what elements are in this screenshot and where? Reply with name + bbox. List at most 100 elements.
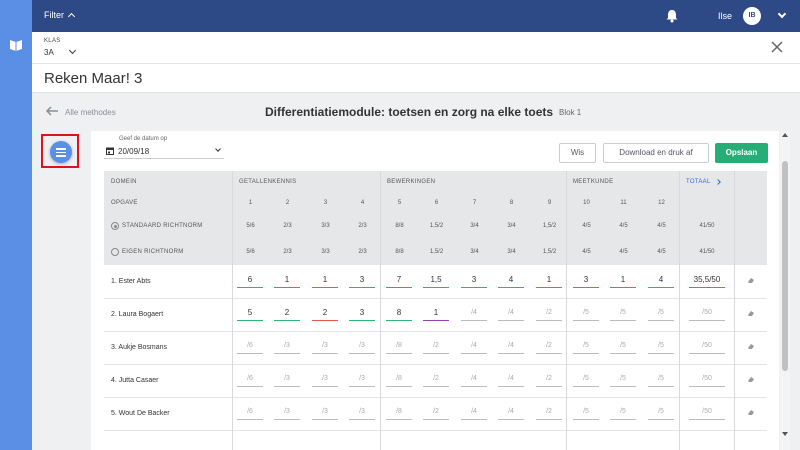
- score-input[interactable]: /3: [312, 373, 338, 387]
- score-input[interactable]: /4: [498, 340, 524, 354]
- scroll-thumb[interactable]: [782, 161, 788, 371]
- score-input[interactable]: 1: [274, 274, 300, 288]
- score-input[interactable]: /2: [423, 340, 449, 354]
- score-input[interactable]: /8: [386, 406, 412, 420]
- score-input[interactable]: 5: [237, 307, 263, 321]
- score-input[interactable]: 1: [536, 274, 562, 288]
- eraser-icon[interactable]: [747, 376, 755, 383]
- score-input[interactable]: /5: [573, 307, 599, 321]
- score-input[interactable]: 3: [349, 307, 375, 321]
- standaard-norm-value: 3/4: [507, 223, 516, 229]
- book-icon[interactable]: [9, 40, 23, 52]
- chevron-down-icon[interactable]: [68, 46, 77, 55]
- scroll-down-arrow[interactable]: [782, 432, 788, 436]
- score-input[interactable]: /4: [498, 307, 524, 321]
- score-input[interactable]: /5: [648, 307, 674, 321]
- score-input[interactable]: 1: [610, 274, 636, 288]
- score-input[interactable]: /5: [610, 406, 636, 420]
- eigen-norm-total: 41/50: [699, 249, 715, 255]
- score-input[interactable]: /6: [237, 373, 263, 387]
- domain-bewerkingen: BEWERKINGEN: [387, 178, 436, 185]
- score-input[interactable]: /4: [461, 406, 487, 420]
- clear-button[interactable]: Wis: [559, 143, 596, 163]
- back-link[interactable]: Alle methodes: [65, 108, 116, 117]
- eraser-icon[interactable]: [747, 409, 755, 416]
- score-input[interactable]: 3: [573, 274, 599, 288]
- score-input[interactable]: /3: [312, 406, 338, 420]
- total-score: /50: [689, 307, 725, 321]
- download-print-button[interactable]: Download en druk af: [603, 143, 709, 163]
- score-input[interactable]: 1: [423, 307, 449, 321]
- score-input[interactable]: /5: [648, 406, 674, 420]
- avatar[interactable]: IB: [743, 7, 761, 25]
- score-input[interactable]: /6: [237, 340, 263, 354]
- score-input[interactable]: /5: [573, 373, 599, 387]
- filter-toggle[interactable]: Filter: [44, 10, 76, 21]
- opgave-number: 8: [509, 199, 514, 206]
- eraser-icon[interactable]: [747, 343, 755, 350]
- menu-button[interactable]: [50, 141, 72, 163]
- score-input[interactable]: 3: [461, 274, 487, 288]
- score-input[interactable]: 4: [648, 274, 674, 288]
- score-input[interactable]: /5: [573, 406, 599, 420]
- totaal-label: TOTAAL: [686, 178, 711, 185]
- score-input[interactable]: 6: [237, 274, 263, 288]
- save-button[interactable]: Opslaan: [715, 143, 768, 163]
- score-input[interactable]: /2: [536, 307, 562, 321]
- score-input[interactable]: 3: [349, 274, 375, 288]
- arrow-left-icon[interactable]: [45, 106, 59, 116]
- close-icon[interactable]: [770, 40, 784, 54]
- score-input[interactable]: /4: [498, 406, 524, 420]
- opgave-number: 10: [583, 199, 590, 206]
- score-input[interactable]: /4: [498, 373, 524, 387]
- score-input[interactable]: /3: [274, 406, 300, 420]
- date-picker[interactable]: 20/09/18: [104, 145, 224, 159]
- score-input[interactable]: 8: [386, 307, 412, 321]
- chevron-down-icon[interactable]: [777, 9, 787, 19]
- opgave-number: 7: [472, 199, 477, 206]
- eraser-icon[interactable]: [747, 310, 755, 317]
- score-input[interactable]: /3: [349, 406, 375, 420]
- score-input[interactable]: /2: [536, 340, 562, 354]
- score-input[interactable]: /2: [536, 406, 562, 420]
- chevron-right-icon[interactable]: [714, 178, 721, 185]
- radio-button[interactable]: [111, 248, 119, 256]
- score-input[interactable]: /4: [461, 340, 487, 354]
- score-input[interactable]: /3: [312, 340, 338, 354]
- score-input[interactable]: /3: [349, 340, 375, 354]
- score-input[interactable]: /5: [610, 340, 636, 354]
- eigen-norm-value: 2/3: [283, 249, 292, 255]
- score-input[interactable]: /6: [237, 406, 263, 420]
- score-input[interactable]: /2: [536, 373, 562, 387]
- score-input[interactable]: 4: [498, 274, 524, 288]
- score-input[interactable]: /5: [648, 340, 674, 354]
- student-row: 5. Wout De Backer/6/3/3/3/8/2/4/4/2/5/5 /…: [104, 397, 767, 430]
- score-input[interactable]: /3: [274, 340, 300, 354]
- eigen-label: EIGEN RICHTNORM: [122, 249, 184, 255]
- score-input[interactable]: /5: [610, 307, 636, 321]
- score-input[interactable]: /5: [610, 373, 636, 387]
- score-input[interactable]: /8: [386, 373, 412, 387]
- score-input[interactable]: /2: [423, 406, 449, 420]
- score-input[interactable]: 7: [386, 274, 412, 288]
- score-input[interactable]: /5: [573, 340, 599, 354]
- bell-icon[interactable]: [665, 9, 679, 23]
- score-input[interactable]: /4: [461, 307, 487, 321]
- score-input[interactable]: 2: [312, 307, 338, 321]
- score-input[interactable]: /8: [386, 340, 412, 354]
- score-input[interactable]: /3: [349, 373, 375, 387]
- score-input[interactable]: 1: [312, 274, 338, 288]
- score-input[interactable]: 1,5: [423, 274, 449, 288]
- scrollbar[interactable]: [780, 131, 790, 450]
- student-name: 4. Jutta Casaer: [104, 364, 232, 397]
- eraser-icon[interactable]: [747, 277, 755, 284]
- klas-select[interactable]: 3A: [44, 48, 54, 57]
- score-input[interactable]: /2: [423, 373, 449, 387]
- scroll-up-arrow[interactable]: [782, 133, 788, 137]
- score-input[interactable]: 2: [274, 307, 300, 321]
- score-input[interactable]: /3: [274, 373, 300, 387]
- score-card: Geef de datum op 20/09/18 Wis Download e…: [91, 131, 779, 450]
- score-input[interactable]: /4: [461, 373, 487, 387]
- score-input[interactable]: /5: [648, 373, 674, 387]
- radio-button[interactable]: [111, 222, 119, 230]
